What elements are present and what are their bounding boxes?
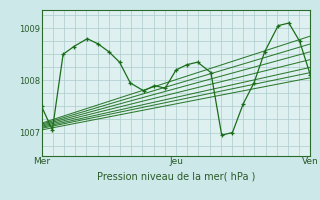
X-axis label: Pression niveau de la mer( hPa ): Pression niveau de la mer( hPa ) <box>97 172 255 182</box>
